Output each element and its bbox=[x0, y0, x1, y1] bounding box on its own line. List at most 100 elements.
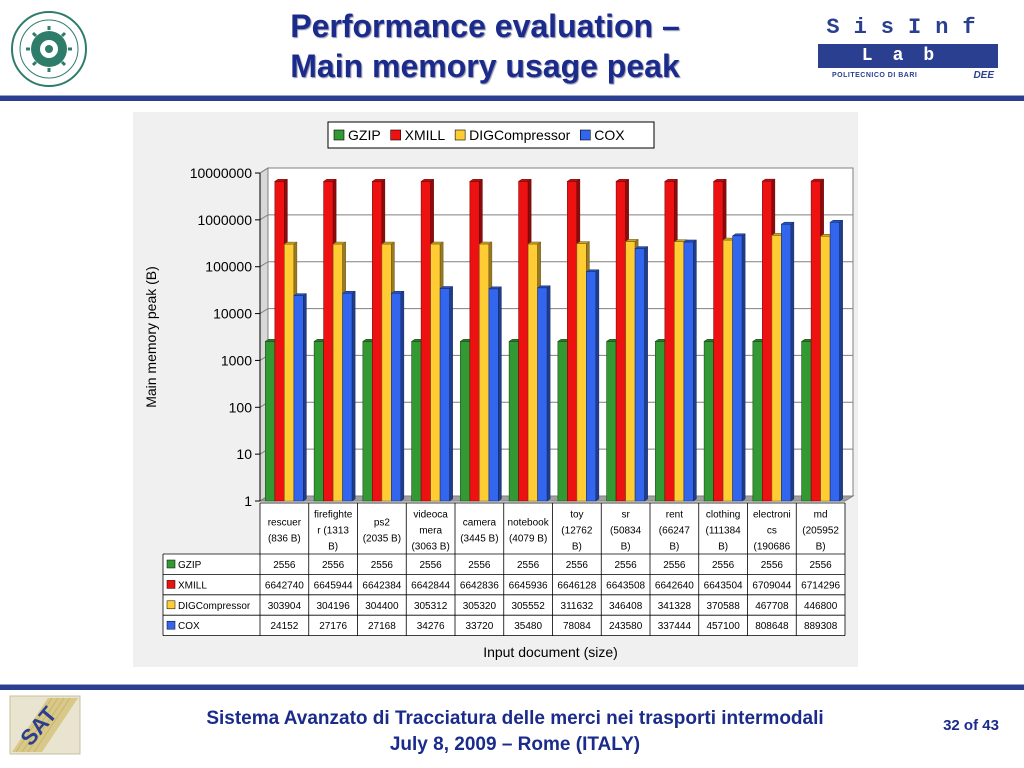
category-label: B) bbox=[328, 542, 338, 553]
bar-top bbox=[478, 241, 493, 245]
bar-top bbox=[615, 179, 630, 182]
page-number: 32 of 43 bbox=[943, 717, 999, 734]
table-cell: 304400 bbox=[365, 601, 399, 612]
bar-front bbox=[674, 241, 685, 502]
bar-side bbox=[303, 293, 307, 502]
bar-front bbox=[781, 223, 792, 502]
bar-front bbox=[362, 341, 373, 502]
bar-side bbox=[449, 286, 453, 502]
bar-top bbox=[429, 241, 444, 245]
x-axis-title: Input document (size) bbox=[483, 644, 618, 660]
y-tick-label: 100000 bbox=[205, 259, 252, 275]
category-label: sr bbox=[621, 510, 630, 521]
bar-top bbox=[634, 246, 649, 249]
table-cell: 2556 bbox=[663, 560, 686, 571]
bar-top bbox=[536, 285, 551, 289]
legend-swatch-cox bbox=[579, 129, 591, 141]
bar-front bbox=[713, 181, 724, 502]
header-divider bbox=[0, 95, 1024, 101]
lab-logo-bottom: POLITECNICO DI BARI DEE bbox=[818, 70, 998, 84]
bar-front bbox=[829, 221, 840, 502]
footer-text: Sistema Avanzato di Tracciatura delle me… bbox=[100, 706, 930, 758]
category-label: (50834 bbox=[610, 526, 642, 537]
lab-logo-top: SisInf bbox=[826, 15, 990, 40]
bar-top bbox=[420, 179, 435, 182]
category-label: md bbox=[814, 510, 828, 521]
table-cell: 370588 bbox=[706, 601, 740, 612]
bar-top bbox=[780, 221, 795, 225]
table-cell: 6642836 bbox=[460, 580, 499, 591]
table-cell: 2556 bbox=[566, 560, 589, 571]
bar-front bbox=[342, 292, 353, 502]
table-cell: 311632 bbox=[561, 601, 594, 612]
bar-top bbox=[712, 179, 727, 182]
bar-top bbox=[527, 241, 542, 245]
table-cell: 2556 bbox=[712, 560, 735, 571]
table-cell: 2556 bbox=[468, 560, 491, 571]
table-row-label-cox: COX bbox=[178, 621, 200, 632]
bar-top bbox=[332, 241, 347, 245]
category-label: clothing bbox=[706, 510, 740, 521]
bar-front bbox=[430, 243, 441, 502]
table-cell: 6714296 bbox=[801, 580, 840, 591]
legend-label-cox: COX bbox=[594, 127, 625, 143]
category-label: firefighte bbox=[314, 510, 353, 521]
legend-swatch-digcompressor bbox=[454, 129, 466, 141]
bar-front bbox=[586, 271, 597, 502]
bar-front bbox=[479, 243, 490, 502]
y-tick-label: 1 bbox=[244, 493, 252, 509]
y-tick-label: 10 bbox=[236, 446, 252, 462]
y-axis-title: Main memory peak (B) bbox=[143, 266, 159, 408]
bar-cox bbox=[829, 219, 844, 502]
table-row-label-gzip: GZIP bbox=[178, 560, 202, 571]
table-cell: 243580 bbox=[609, 621, 643, 632]
bar-cox bbox=[634, 246, 649, 502]
bar-top bbox=[439, 286, 454, 289]
category-label: (205952 bbox=[802, 526, 839, 537]
bar-side bbox=[741, 233, 746, 502]
legend-swatch-xmill bbox=[390, 129, 401, 141]
table-cell: 446800 bbox=[804, 601, 838, 612]
bar-cox bbox=[683, 239, 698, 502]
table-cell: 78084 bbox=[563, 621, 591, 632]
category-label: ps2 bbox=[374, 518, 391, 529]
table-cell: 457100 bbox=[706, 621, 740, 632]
bar-top bbox=[283, 241, 298, 245]
category-label: (190686 bbox=[754, 542, 791, 553]
bar-front bbox=[527, 243, 538, 502]
bar-side bbox=[693, 239, 697, 502]
table-cell: 808648 bbox=[755, 621, 789, 632]
bar-front bbox=[372, 181, 383, 502]
category-label: rent bbox=[666, 510, 683, 521]
table-cell: 2556 bbox=[322, 560, 345, 571]
bar-front bbox=[722, 239, 733, 502]
bar-top bbox=[731, 233, 746, 237]
bar-front bbox=[537, 287, 548, 502]
bar-front bbox=[488, 288, 499, 502]
bar-front bbox=[293, 295, 304, 502]
bar-cox bbox=[488, 286, 503, 502]
table-cell: 2556 bbox=[615, 560, 638, 571]
bar-front bbox=[771, 235, 782, 502]
table-cell: 2556 bbox=[761, 560, 784, 571]
bar-side bbox=[351, 290, 356, 502]
table-cell: 24152 bbox=[270, 621, 298, 632]
bar-top bbox=[829, 219, 844, 223]
bar-front bbox=[411, 341, 422, 502]
table-cell: 34276 bbox=[417, 621, 445, 632]
table-cell: 6645944 bbox=[314, 580, 353, 591]
category-label: (4079 B) bbox=[509, 534, 547, 545]
table-cell: 305320 bbox=[463, 601, 497, 612]
bar-top bbox=[469, 179, 484, 182]
bar-top bbox=[566, 179, 581, 182]
slide-title-line1: Performance evaluation – bbox=[290, 8, 680, 44]
category-label: (111384 bbox=[706, 526, 742, 537]
footer-divider bbox=[0, 684, 1024, 690]
category-label: camera bbox=[463, 518, 497, 529]
bar-front bbox=[762, 180, 773, 502]
bar-top bbox=[810, 178, 825, 182]
table-row-label-xmill: XMILL bbox=[178, 580, 207, 591]
bar-cox bbox=[390, 290, 405, 502]
y-tick-label: 1000000 bbox=[197, 212, 252, 228]
table-cell: 33720 bbox=[465, 621, 493, 632]
